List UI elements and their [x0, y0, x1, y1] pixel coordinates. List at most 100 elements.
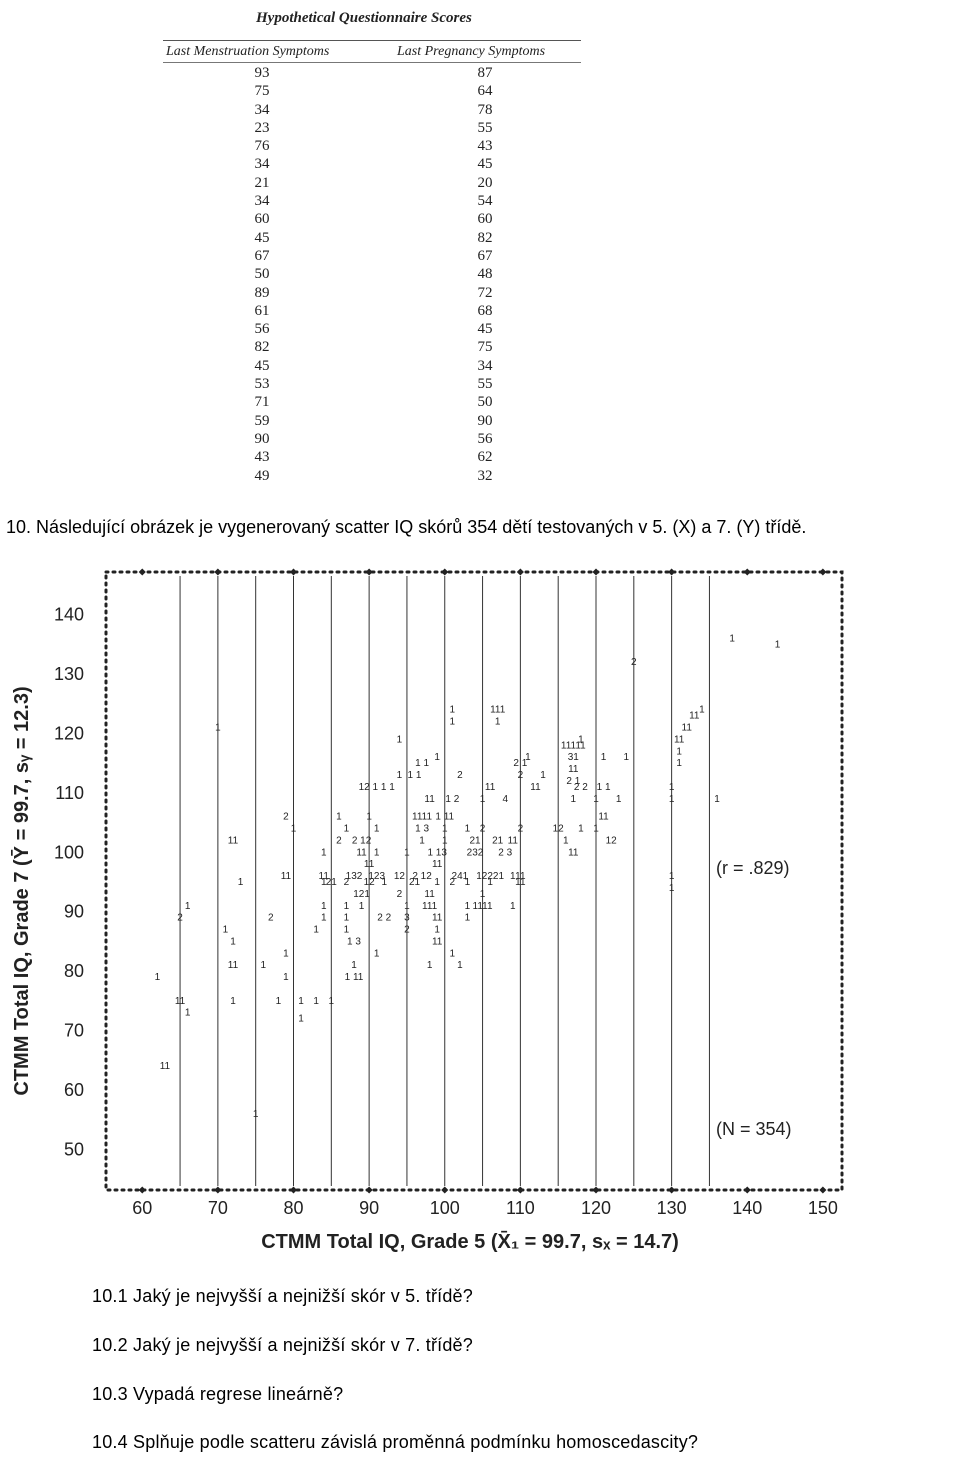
- x-tick-mark-top: [138, 568, 146, 576]
- x-tick-mark-top: [289, 568, 298, 576]
- questionnaire-header-rule: [163, 62, 581, 63]
- scatter-point: 21: [326, 877, 338, 888]
- scatter-point: 11: [598, 812, 609, 823]
- scatter-point: 4: [502, 794, 508, 805]
- col1-value: 75: [254, 83, 270, 100]
- scatter-point: 1: [465, 901, 471, 912]
- scatter-point: 21: [469, 835, 481, 846]
- y-tick-label: 50: [64, 1139, 84, 1159]
- x-tick-label: 80: [283, 1198, 303, 1218]
- scatter-point: 21: [409, 877, 421, 888]
- scatter-point: 1: [714, 794, 720, 805]
- scatter-point: 1: [465, 913, 471, 924]
- x-tick-label: 140: [732, 1198, 762, 1218]
- col2-value: 72: [477, 284, 493, 301]
- x-tick-label: 90: [359, 1198, 379, 1218]
- scatter-point: 111: [490, 705, 506, 716]
- scatter-point: 1: [578, 824, 584, 835]
- col1-value: 45: [254, 229, 270, 246]
- scatter-point: 121: [353, 889, 370, 900]
- scatter-plot: 60 70 80 90 100 110 120 130 140 150 140 130 120 110 10…: [0, 555, 850, 1260]
- y-tick-label: 110: [55, 783, 84, 803]
- scatter-point: 1: [457, 960, 463, 971]
- scatter-point: 11: [319, 871, 330, 882]
- scatter-point: 11: [530, 782, 541, 793]
- scatter-point: 12 1 1 1: [359, 782, 396, 793]
- scatter-point: 11: [485, 782, 496, 793]
- scatter-point: 1: [329, 996, 335, 1007]
- questionnaire-title: Hypothetical Questionnaire Scores: [256, 10, 472, 26]
- col2-value: 45: [477, 156, 493, 173]
- scatter-point: 1: [669, 794, 675, 805]
- scatter-point: 1: [344, 913, 350, 924]
- scatter-point: 2: [336, 835, 342, 846]
- x-tick-label: 130: [657, 1198, 687, 1218]
- scatter-point: 3: [404, 913, 410, 924]
- scatter-point: 1: [185, 901, 191, 912]
- scatter-point: 1: [434, 752, 440, 763]
- scatter-point: 1 1: [408, 770, 422, 781]
- x-tick-mark-bottom: [516, 1186, 524, 1194]
- x-tick-mark-bottom: [819, 1186, 827, 1194]
- y-tick-label: 130: [54, 664, 84, 684]
- scatter-point: 1: [571, 794, 577, 805]
- scatter-point: 1: [291, 824, 297, 835]
- col2-value: 20: [477, 174, 493, 191]
- scatter-point: 11: [432, 859, 443, 870]
- scatter-point: 1: [593, 824, 599, 835]
- scatter-point: 1111: [412, 812, 432, 823]
- scatter-point: 11: [281, 871, 292, 882]
- col1-value: 76: [254, 138, 270, 155]
- scatter-point: 1: [298, 1014, 304, 1025]
- col2-value: 32: [477, 467, 493, 484]
- col2-value: 75: [477, 339, 493, 356]
- scatter-point: 1: [434, 877, 440, 888]
- scatter-point: 1: [669, 871, 675, 882]
- col2-value: 67: [477, 247, 493, 264]
- scatter-point: 1: [450, 717, 456, 728]
- x-tick-mark-top: [441, 568, 449, 576]
- scatter-point: 2 3: [498, 847, 512, 858]
- question-10-4: 10.4 Splňuje podle scatteru závislá prom…: [92, 1432, 699, 1452]
- col2-value: 62: [477, 449, 493, 466]
- x-tick-mark-top: [516, 568, 524, 576]
- scatter-point: 1: [442, 824, 448, 835]
- scatter-point: 1: [344, 925, 350, 936]
- scatter-point: 1: [366, 812, 372, 823]
- scatter-point: 1: [510, 871, 516, 882]
- scatter-point: 11: [515, 877, 526, 888]
- col1-value: 93: [254, 65, 270, 81]
- col1-header: Last Menstruation Symptoms: [166, 44, 330, 59]
- scatter-point: 2: [404, 925, 410, 936]
- col1-value: 71: [254, 394, 270, 411]
- y-tick-label: 90: [64, 902, 84, 922]
- col2-value: 68: [477, 302, 493, 319]
- scatter-point: 1: [321, 847, 327, 858]
- col1-values: 93 75 34 23 76 34 21 34 60 45 67 50 89 61 56 82 45 53 71 59…: [242, 64, 282, 485]
- scatter-point: 1: [593, 794, 599, 805]
- col2-value: 45: [477, 321, 493, 338]
- col1-value: 21: [254, 174, 270, 191]
- scatter-point: 1: [525, 752, 531, 763]
- scatter-point: 1: [450, 948, 456, 959]
- scatter-point: 1: [276, 996, 282, 1007]
- scatter-point: 1: [578, 734, 584, 745]
- col1-value: 23: [254, 119, 270, 136]
- scatter-point: 1: [359, 901, 365, 912]
- x-tick-mark-top: [592, 568, 600, 576]
- col1-value: 43: [254, 449, 270, 466]
- questionnaire-top-rule: [163, 40, 581, 41]
- scatter-point: 2 2: [377, 913, 391, 924]
- scatter-point: 1: [465, 877, 471, 888]
- scatter-point: 1: [676, 746, 682, 757]
- question-10-3: 10.3 Vypadá regrese lineárně?: [92, 1384, 344, 1404]
- col1-value: 90: [254, 430, 270, 447]
- scatter-point: 12: [553, 824, 565, 835]
- scatter-point: 2: [631, 657, 637, 668]
- scatter-point: 1: [155, 972, 161, 983]
- scatter-point: 1: [238, 877, 244, 888]
- scatter-point: 2: [397, 889, 403, 900]
- scatter-point: 2 12: [352, 835, 372, 846]
- col2-value: 48: [477, 266, 493, 283]
- scatter-point: 11: [228, 835, 239, 846]
